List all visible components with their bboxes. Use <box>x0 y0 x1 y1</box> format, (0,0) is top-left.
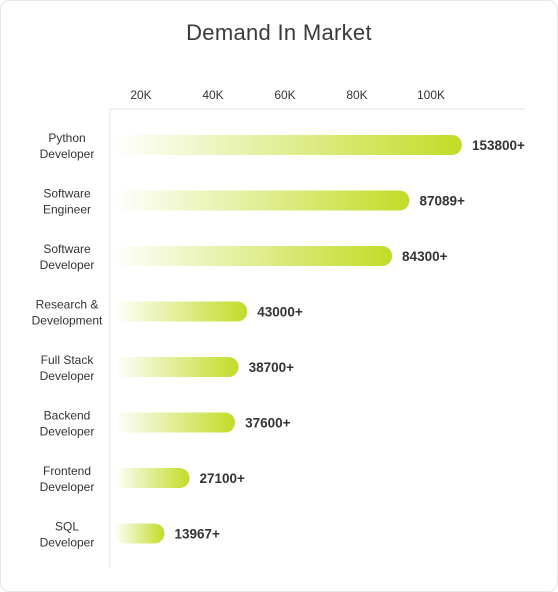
category-label: Backend Developer <box>40 409 95 439</box>
category-label: SQL Developer <box>40 520 95 550</box>
x-tick-label: 100K <box>417 88 445 102</box>
bar-row: SQL Developer 13967+ <box>40 520 220 550</box>
data-label: 38700+ <box>249 360 295 375</box>
x-tick-label: 20K <box>130 88 151 102</box>
category-label: Frontend Developer <box>40 464 95 494</box>
bar-row: Python Developer 153800+ <box>40 131 525 161</box>
x-tick-label: 60K <box>274 88 295 102</box>
bar <box>114 135 462 155</box>
bar <box>114 523 165 544</box>
bar-row: Software Engineer 87089+ <box>43 187 465 217</box>
bar <box>114 357 239 377</box>
bar <box>114 301 248 322</box>
category-label: Software Developer <box>40 242 95 272</box>
bar <box>114 246 393 266</box>
bar-row: Software Developer 84300+ <box>40 242 448 272</box>
data-label: 27100+ <box>200 471 246 486</box>
chart-title: Demand In Market <box>186 20 372 45</box>
category-label: Full Stack Developer <box>40 353 95 383</box>
data-label: 84300+ <box>402 249 448 264</box>
bar-row: Frontend Developer 27100+ <box>40 464 245 494</box>
x-tick-label: 40K <box>202 88 223 102</box>
data-label: 13967+ <box>174 527 220 542</box>
bar <box>114 190 410 211</box>
category-label: Research & Development <box>32 298 103 328</box>
x-tick-label: 80K <box>346 88 367 102</box>
data-label: 87089+ <box>419 194 465 209</box>
data-label: 43000+ <box>257 305 303 320</box>
bar-row: Research & Development 43000+ <box>32 298 303 328</box>
bar <box>114 412 236 433</box>
data-label: 37600+ <box>245 416 291 431</box>
category-label: Python Developer <box>40 131 95 161</box>
bar <box>114 468 190 488</box>
category-label: Software Engineer <box>43 187 91 217</box>
bar-row: Backend Developer 37600+ <box>40 409 291 439</box>
data-label: 153800+ <box>472 138 525 153</box>
bar-row: Full Stack Developer 38700+ <box>40 353 294 383</box>
